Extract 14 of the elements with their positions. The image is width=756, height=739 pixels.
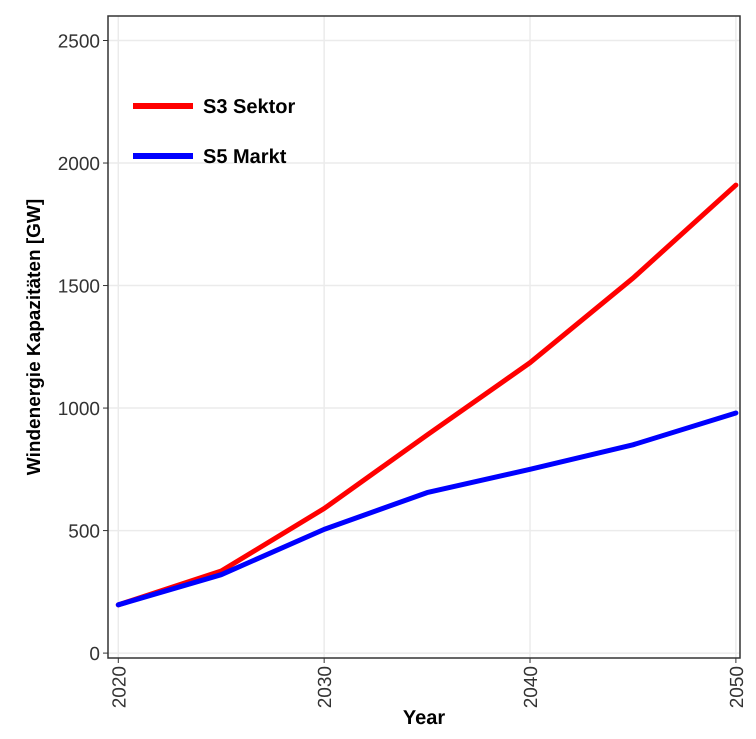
x-tick-label: 2030 — [315, 666, 336, 708]
x-tick-label: 2020 — [109, 666, 130, 708]
y-tick-label: 2000 — [58, 154, 100, 176]
legend-label: S3 Sektor — [203, 96, 296, 118]
y-tick-label: 1500 — [58, 276, 100, 298]
y-tick-label: 1000 — [58, 399, 100, 420]
y-tick-label: 2500 — [58, 32, 100, 53]
x-tick-label: 2040 — [521, 666, 542, 708]
y-axis-title: Windenergie Kapazitäten [GW] — [24, 198, 45, 476]
y-tick-label: 0 — [89, 644, 100, 666]
y-tick-label: 500 — [68, 522, 100, 543]
legend-label: S5 Markt — [203, 146, 287, 168]
x-axis-title: Year — [402, 707, 446, 729]
x-tick-label: 2050 — [726, 666, 748, 708]
